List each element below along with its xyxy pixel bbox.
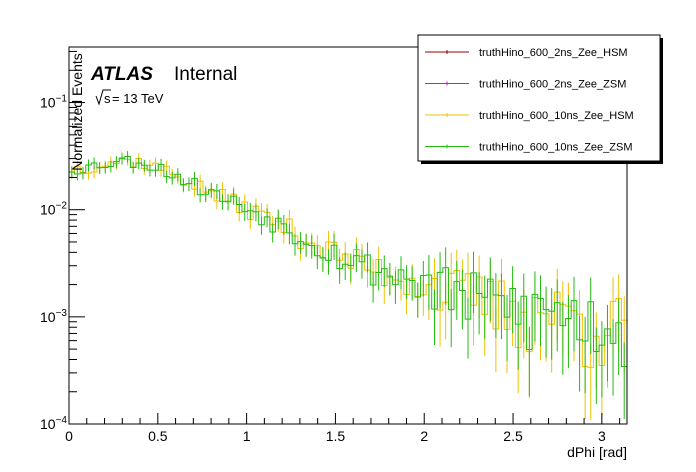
x-tick-label: 1.5: [326, 428, 346, 444]
y-tick-label: 10−3: [40, 308, 67, 325]
legend-entry-label: truthHino_600_10ns_Zee_ZSM: [479, 142, 632, 154]
legend-entry: truthHino_600_10ns_Zee_ZSM: [425, 142, 632, 154]
series-step-line: [69, 156, 627, 368]
energy-label: s = 13 TeV: [95, 89, 164, 106]
x-tick-label: 0: [65, 428, 73, 444]
legend-entry-label: truthHino_600_10ns_Zee_HSM: [479, 110, 634, 122]
axis-ticks: 0 0.5 1 1.5 2 2.5 3 10−4 10−3 10−2 10−1: [40, 50, 621, 444]
series-layer: [69, 151, 627, 420]
legend-entries: truthHino_600_2ns_Zee_HSM truthHino_600_2…: [425, 47, 634, 154]
atlas-status-label: Internal: [174, 64, 237, 85]
plot-frame: [68, 46, 628, 425]
x-tick-label: 2.5: [503, 428, 523, 444]
energy-value: = 13 TeV: [112, 91, 164, 106]
sqrt-symbol-icon: [95, 89, 111, 106]
legend-entry: truthHino_600_2ns_Zee_HSM: [425, 47, 628, 59]
legend-entry: truthHino_600_10ns_Zee_HSM: [425, 110, 634, 122]
legend: truthHino_600_2ns_Zee_HSM truthHino_600_2…: [417, 34, 663, 164]
legend-box: [417, 34, 661, 162]
x-tick-label: 1: [243, 428, 251, 444]
x-tick-label: 0.5: [148, 428, 168, 444]
energy-sqrt-s: s: [104, 91, 111, 106]
legend-entry-label: truthHino_600_2ns_Zee_ZSM: [479, 79, 626, 91]
x-tick-label: 2: [420, 428, 428, 444]
legend-entry-label: truthHino_600_2ns_Zee_HSM: [479, 47, 628, 59]
atlas-experiment-label: ATLAS: [90, 64, 153, 85]
atlas-label: ATLAS Internal: [90, 64, 237, 85]
x-axis-label: dPhi [rad]: [567, 444, 627, 460]
y-axis-label: Normalized Events: [69, 53, 85, 171]
series-truthHino_600_10ns_Zee_ZSM: [69, 151, 627, 419]
x-tick-label: 3: [598, 428, 606, 444]
y-tick-label: 10−1: [40, 94, 67, 111]
y-tick-label: 10−2: [40, 201, 67, 218]
legend-entry: truthHino_600_2ns_Zee_ZSM: [425, 79, 626, 91]
y-tick-label: 10−4: [40, 415, 67, 432]
